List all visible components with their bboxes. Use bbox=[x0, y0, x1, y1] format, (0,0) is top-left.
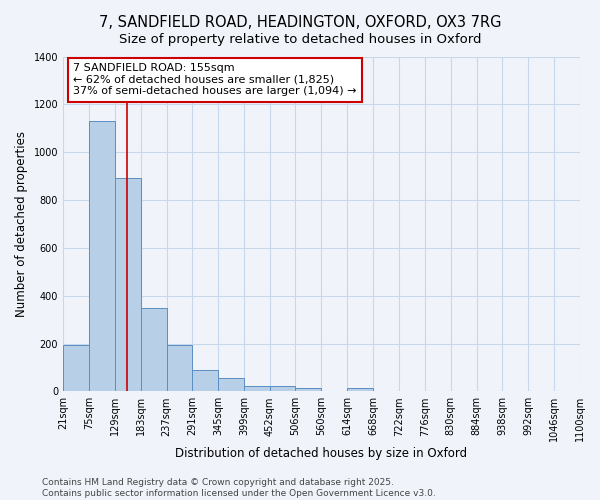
Bar bbox=[167, 345, 193, 392]
Text: 7, SANDFIELD ROAD, HEADINGTON, OXFORD, OX3 7RG: 7, SANDFIELD ROAD, HEADINGTON, OXFORD, O… bbox=[99, 15, 501, 30]
Text: Size of property relative to detached houses in Oxford: Size of property relative to detached ho… bbox=[119, 32, 481, 46]
Bar bbox=[295, 388, 321, 392]
Bar bbox=[347, 388, 373, 392]
X-axis label: Distribution of detached houses by size in Oxford: Distribution of detached houses by size … bbox=[175, 447, 467, 460]
Bar bbox=[140, 308, 167, 392]
Bar bbox=[63, 345, 89, 392]
Bar bbox=[244, 386, 269, 392]
Bar bbox=[115, 178, 140, 392]
Bar bbox=[89, 121, 115, 392]
Text: 7 SANDFIELD ROAD: 155sqm
← 62% of detached houses are smaller (1,825)
37% of sem: 7 SANDFIELD ROAD: 155sqm ← 62% of detach… bbox=[73, 63, 357, 96]
Y-axis label: Number of detached properties: Number of detached properties bbox=[15, 131, 28, 317]
Bar bbox=[269, 386, 295, 392]
Bar bbox=[218, 378, 244, 392]
Bar bbox=[193, 370, 218, 392]
Text: Contains HM Land Registry data © Crown copyright and database right 2025.
Contai: Contains HM Land Registry data © Crown c… bbox=[42, 478, 436, 498]
